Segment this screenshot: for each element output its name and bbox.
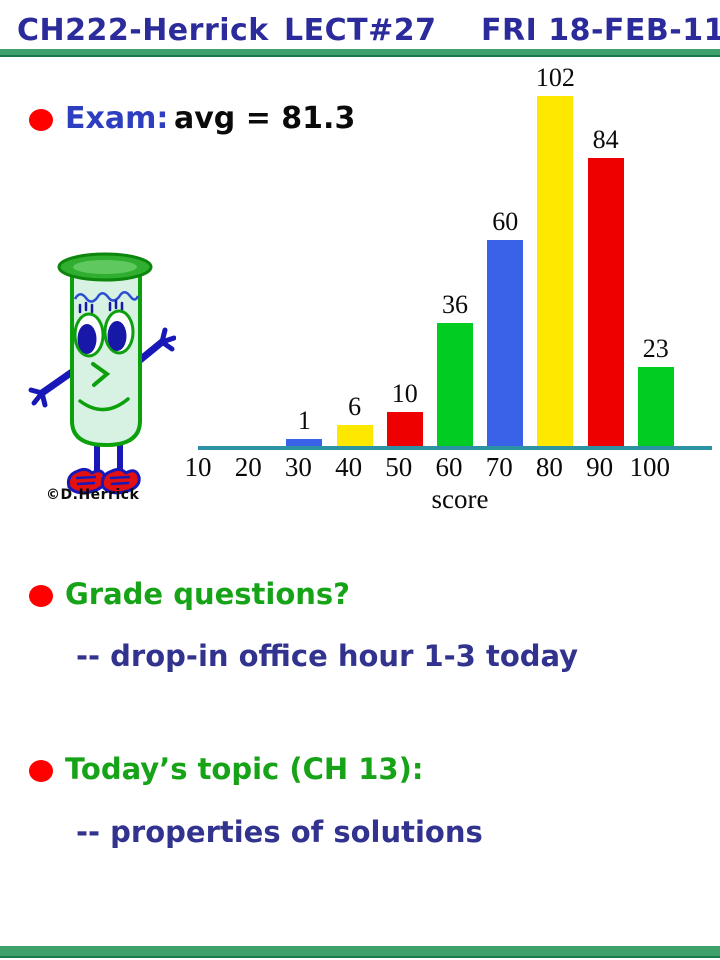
x-tick-40: 40 bbox=[335, 452, 363, 482]
lecture-number: LECT#27 bbox=[284, 13, 437, 48]
bar-100 bbox=[637, 367, 674, 446]
bar-value-30: 1 bbox=[297, 406, 311, 435]
bar-value-90: 84 bbox=[592, 125, 619, 154]
x-axis-line bbox=[198, 446, 712, 450]
mascot-left-arm bbox=[38, 368, 76, 397]
bar-value-100: 23 bbox=[642, 334, 669, 363]
bar-value-40: 6 bbox=[348, 392, 362, 421]
topic-detail: -- properties of solutions bbox=[76, 815, 483, 849]
grade-questions-heading: Grade questions? bbox=[65, 577, 350, 611]
x-tick-60: 60 bbox=[435, 452, 463, 482]
lecture-date: FRI 18-FEB-11 bbox=[481, 13, 720, 48]
mascot-water-line bbox=[73, 291, 140, 303]
x-tick-70: 70 bbox=[485, 452, 513, 482]
bullet-dot-exam bbox=[29, 109, 53, 131]
header-rule bbox=[0, 49, 720, 57]
score-chart: score 10 20 30 1 40 6 50 10 60 36 70 60 80 102 90 84 100… bbox=[185, 60, 720, 520]
mascot-smile bbox=[78, 397, 130, 412]
bar-30 bbox=[286, 439, 323, 446]
exam-label: Exam: bbox=[65, 101, 169, 136]
mascot-left-hand bbox=[28, 387, 48, 408]
mascot-right-arm bbox=[136, 338, 166, 364]
mascot-legs bbox=[94, 443, 123, 473]
test-tube-mascot bbox=[28, 252, 176, 495]
bar-90 bbox=[587, 158, 624, 446]
exam-average: avg = 81.3 bbox=[174, 101, 356, 136]
footer-rule bbox=[0, 946, 720, 958]
bar-value-70: 60 bbox=[492, 207, 519, 236]
mascot-eyelashes bbox=[78, 299, 124, 314]
x-tick-50: 50 bbox=[385, 452, 413, 482]
artist-credit: ©D.Herrick bbox=[46, 487, 140, 503]
course-code: CH222-Herrick bbox=[17, 13, 269, 48]
x-tick-20: 20 bbox=[234, 452, 262, 482]
bar-value-50: 10 bbox=[391, 379, 418, 408]
bar-value-60: 36 bbox=[442, 290, 468, 319]
todays-topic-heading: Today’s topic (CH 13): bbox=[65, 752, 424, 786]
x-tick-80: 80 bbox=[535, 452, 563, 482]
bar-80 bbox=[537, 96, 574, 446]
mascot-right-hand bbox=[159, 327, 176, 352]
x-tick-90: 90 bbox=[586, 452, 614, 482]
mascot-feet bbox=[66, 467, 141, 495]
office-hour-note: -- drop-in office hour 1-3 today bbox=[76, 639, 579, 673]
x-axis-title: score bbox=[431, 484, 489, 514]
bar-40 bbox=[336, 425, 373, 446]
mascot-rim-inner bbox=[73, 260, 137, 274]
bar-value-80: 102 bbox=[535, 63, 575, 92]
bar-70 bbox=[487, 240, 524, 446]
bullet-dot-grade bbox=[29, 585, 53, 607]
mascot-nose bbox=[91, 362, 111, 387]
x-tick-10: 10 bbox=[184, 452, 212, 482]
x-tick-100: 100 bbox=[629, 452, 671, 482]
bar-60 bbox=[437, 323, 473, 446]
bar-50 bbox=[386, 412, 423, 446]
mascot-eyes bbox=[73, 309, 135, 358]
x-tick-30: 30 bbox=[284, 452, 312, 482]
bullet-dot-topic bbox=[29, 760, 53, 782]
